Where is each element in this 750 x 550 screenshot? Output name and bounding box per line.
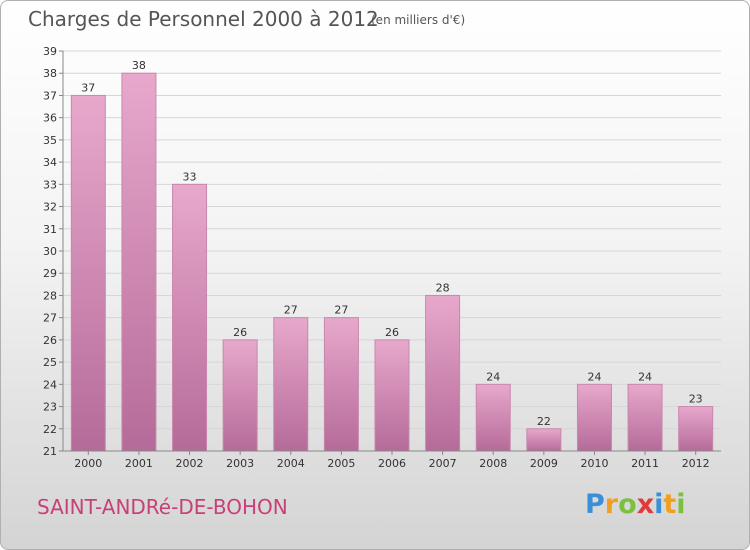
data-label: 27 [334, 304, 348, 317]
x-tick-label: 2010 [580, 457, 608, 470]
bar [323, 317, 359, 452]
y-tick-label: 25 [43, 356, 57, 369]
logo-letter: i [676, 489, 686, 520]
x-tick-label: 2012 [682, 457, 710, 470]
y-tick-label: 32 [43, 201, 57, 214]
y-tick-label: 23 [43, 401, 57, 414]
bar [425, 294, 461, 452]
y-tick-label: 35 [43, 134, 57, 147]
y-tick-label: 24 [43, 378, 57, 391]
bar [627, 383, 663, 452]
x-tick-label: 2007 [429, 457, 457, 470]
y-tick-label: 26 [43, 334, 57, 347]
bar [526, 428, 562, 452]
y-tick-label: 33 [43, 178, 57, 191]
data-label: 26 [385, 326, 399, 339]
y-tick-label: 29 [43, 267, 57, 280]
y-tick-label: 30 [43, 245, 57, 258]
data-label: 37 [81, 81, 95, 94]
logo-letter: t [663, 489, 677, 520]
logo-letter: r [604, 489, 619, 520]
x-tick-label: 2011 [631, 457, 659, 470]
y-tick-label: 22 [43, 423, 57, 436]
bar-chart: 37 38 33 26 27 27 26 28 24 22 24 24 23 21 22 23 24 25 26 2… [43, 45, 721, 470]
data-label: 22 [537, 415, 551, 428]
data-label: 38 [132, 59, 146, 72]
x-tick-label: 2002 [176, 457, 204, 470]
x-tick-label: 2009 [530, 457, 558, 470]
chart-title: Charges de Personnel 2000 à 2012 [28, 7, 379, 31]
bar [70, 94, 106, 452]
bar [273, 317, 309, 452]
y-tick-label: 39 [43, 45, 57, 58]
bar [678, 406, 714, 452]
x-tick-label: 2001 [125, 457, 153, 470]
data-label: 27 [284, 304, 298, 317]
y-tick-label: 34 [43, 156, 57, 169]
logo-letter: i [654, 489, 664, 520]
bar [475, 383, 511, 452]
x-tick-label: 2008 [479, 457, 507, 470]
logo-letter: P [585, 489, 605, 520]
logo-letter: x [636, 489, 655, 520]
data-label: 33 [183, 170, 197, 183]
bar [172, 183, 208, 452]
y-tick-label: 36 [43, 112, 57, 125]
data-label: 24 [638, 370, 652, 383]
x-tick-label: 2000 [74, 457, 102, 470]
x-tick-label: 2006 [378, 457, 406, 470]
data-label: 23 [689, 393, 703, 406]
data-label: 24 [587, 370, 601, 383]
x-tick-label: 2003 [226, 457, 254, 470]
y-tick-label: 31 [43, 223, 57, 236]
data-label: 24 [486, 370, 500, 383]
bar [222, 339, 258, 452]
x-tick-label: 2004 [277, 457, 305, 470]
bar [374, 339, 410, 452]
proxiti-logo[interactable]: Proxiti [585, 489, 686, 520]
bar [576, 383, 612, 452]
y-tick-label: 21 [43, 445, 57, 458]
x-tick-label: 2005 [327, 457, 355, 470]
y-tick-label: 28 [43, 289, 57, 302]
chart-subtitle: (en milliers d'€) [371, 13, 466, 27]
y-tick-label: 27 [43, 312, 57, 325]
data-label: 26 [233, 326, 247, 339]
commune-name: SAINT-ANDRé-DE-BOHON [37, 495, 288, 519]
y-tick-label: 38 [43, 67, 57, 80]
bar [121, 72, 157, 452]
data-label: 28 [436, 281, 450, 294]
logo-letter: o [618, 489, 637, 520]
y-tick-label: 37 [43, 89, 57, 102]
